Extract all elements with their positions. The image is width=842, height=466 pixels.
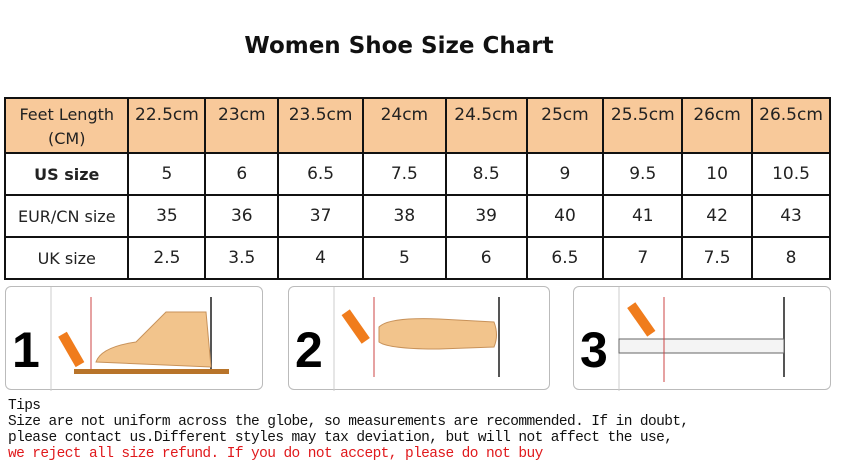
- table-cell: 4: [277, 236, 364, 280]
- header-cell: Feet Length (CM): [3, 97, 130, 154]
- table-cell: 10: [681, 152, 754, 196]
- table-cell: 41: [602, 194, 684, 238]
- refund-warning: we reject all size refund. If you do not…: [8, 446, 543, 462]
- header-cell: 26.5cm: [751, 97, 831, 154]
- row-label: UK size: [3, 236, 130, 280]
- row-label: US size: [3, 152, 130, 196]
- table-cell: 6.5: [525, 236, 605, 280]
- table-row: UK size 2.5 3.5 4 5 6 6.5 7 7.5 8: [3, 236, 831, 280]
- table-cell: 8: [751, 236, 831, 280]
- step-2-panel: 2: [288, 286, 550, 391]
- measure-toe-illustration: 2: [295, 287, 500, 391]
- table-cell: 36: [204, 194, 280, 238]
- step-1-panel: 1: [5, 286, 263, 391]
- header-cell: 26cm: [681, 97, 754, 154]
- step-number: 3: [580, 322, 608, 378]
- table-cell: 7.5: [681, 236, 754, 280]
- tips-line: please contact us.Different styles may t…: [8, 430, 673, 446]
- table-cell: 7: [602, 236, 684, 280]
- tips-section: Tips Size are not uniform across the glo…: [8, 398, 689, 462]
- header-cell: 25cm: [525, 97, 605, 154]
- table-cell: 42: [681, 194, 754, 238]
- tips-heading: Tips: [8, 398, 41, 414]
- table-cell: 8.5: [444, 152, 528, 196]
- table-cell: 38: [362, 194, 447, 238]
- table-cell: 43: [751, 194, 831, 238]
- table-cell: 6: [204, 152, 280, 196]
- page-title: Women Shoe Size Chart: [244, 33, 554, 59]
- size-table: Feet Length (CM) 22.5cm 23cm 23.5cm 24cm…: [3, 97, 831, 280]
- table-cell: 7.5: [362, 152, 447, 196]
- step-number: 1: [12, 322, 40, 378]
- measure-ruler-illustration: 3: [580, 287, 785, 391]
- tips-line: Size are not uniform across the globe, s…: [8, 414, 689, 430]
- table-cell: 2.5: [127, 236, 207, 280]
- table-cell: 9.5: [602, 152, 684, 196]
- header-cell: 24cm: [362, 97, 447, 154]
- table-cell: 3.5: [204, 236, 280, 280]
- table-cell: 6: [444, 236, 528, 280]
- table-cell: 10.5: [751, 152, 831, 196]
- table-row: EUR/CN size 35 36 37 38 39 40 41 42 43: [3, 194, 831, 238]
- table-row: US size 5 6 6.5 7.5 8.5 9 9.5 10 10.5: [3, 152, 831, 196]
- table-cell: 39: [444, 194, 528, 238]
- header-cell: 25.5cm: [602, 97, 684, 154]
- table-cell: 9: [525, 152, 605, 196]
- measure-heel-illustration: 1: [12, 287, 229, 391]
- table-cell: 6.5: [277, 152, 364, 196]
- table-cell: 37: [277, 194, 364, 238]
- table-cell: 5: [362, 236, 447, 280]
- step-number: 2: [295, 322, 323, 378]
- step-3-panel: 3: [573, 286, 831, 391]
- table-header-row: Feet Length (CM) 22.5cm 23cm 23.5cm 24cm…: [3, 97, 831, 154]
- table-cell: 35: [127, 194, 207, 238]
- table-cell: 40: [525, 194, 605, 238]
- row-label: EUR/CN size: [3, 194, 130, 238]
- header-cell: 24.5cm: [444, 97, 528, 154]
- table-cell: 5: [127, 152, 207, 196]
- header-cell: 22.5cm: [127, 97, 207, 154]
- header-cell: 23cm: [204, 97, 280, 154]
- header-cell: 23.5cm: [277, 97, 364, 154]
